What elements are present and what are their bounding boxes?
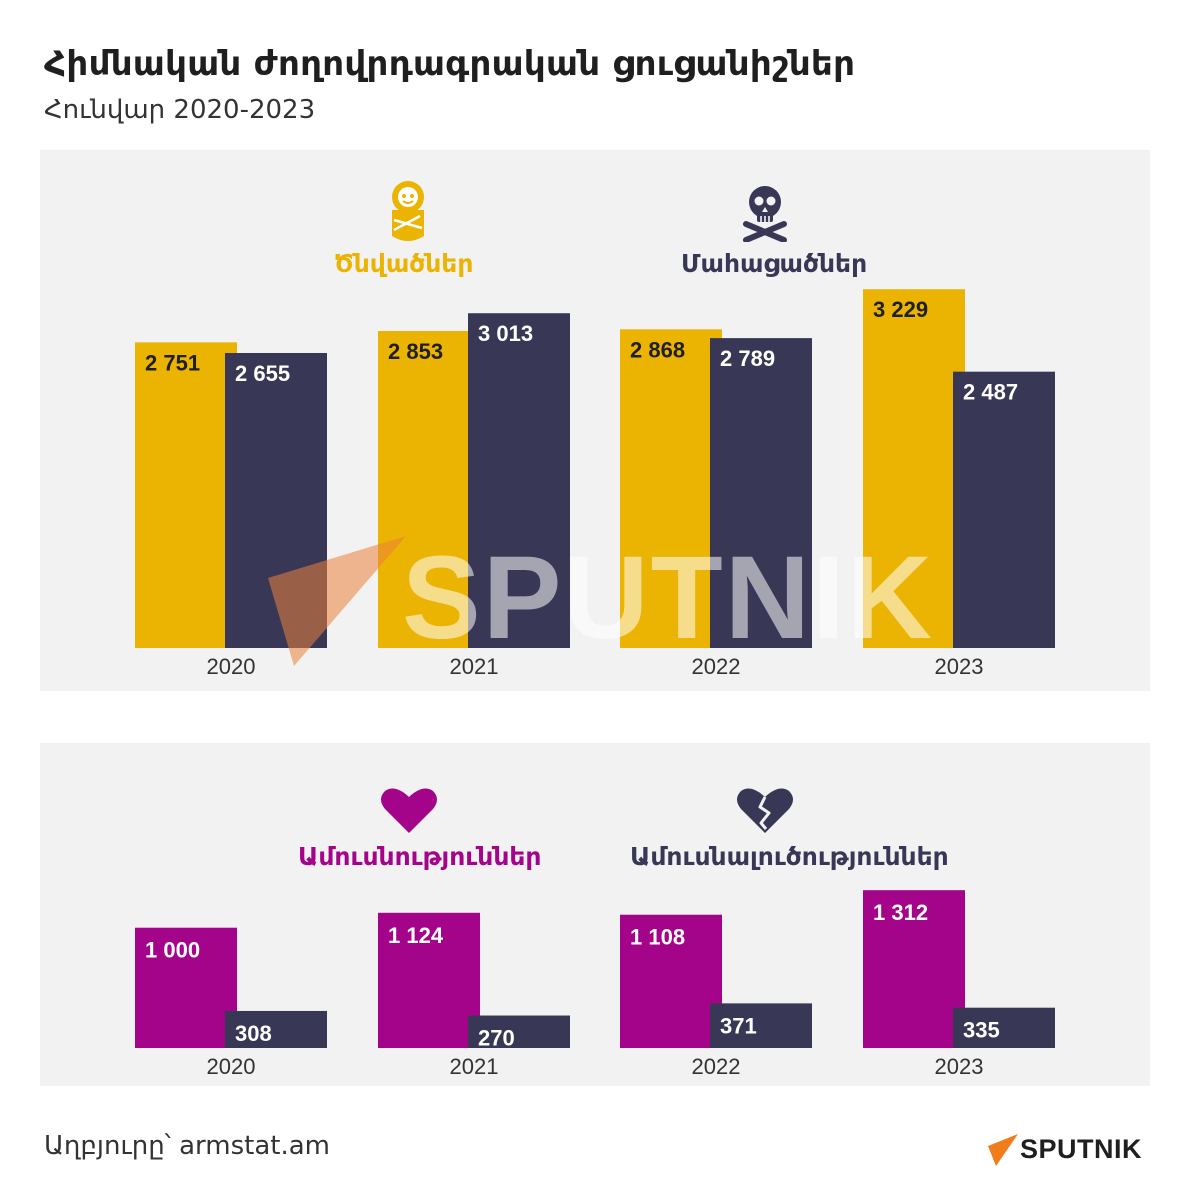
x-tick-label: 2020 [207, 1054, 256, 1079]
deaths-legend-label: Մահացածներ [681, 249, 868, 278]
source-note: Աղբյուրը՝ armstat.am [44, 1131, 331, 1161]
births-bar-value-label: 2 751 [145, 350, 200, 375]
deaths-bar-value-label: 3 013 [478, 321, 533, 346]
births-bar [378, 331, 480, 648]
x-tick-label: 2023 [935, 654, 984, 679]
skull-crossbones-icon [743, 186, 787, 242]
births-bar-value-label: 3 229 [873, 297, 928, 322]
x-tick-label: 2022 [692, 1054, 741, 1079]
deaths-bar-value-label: 2 487 [963, 380, 1018, 405]
logo-text: SPUTNIK [1020, 1134, 1143, 1164]
x-tick-label: 2022 [692, 654, 741, 679]
births-deaths-chart: 2 751 2 655 2020 2 853 3 013 2021 2 868 2 789 20… [40, 150, 1150, 691]
deaths-bar-value-label: 2 789 [720, 346, 775, 371]
births-bar [863, 289, 965, 648]
sputnik-logo[interactable]: SPUTNIK [986, 1130, 1161, 1170]
divorces-bar [468, 1015, 570, 1048]
baby-icon [392, 181, 424, 241]
marriages-bar-value-label: 1 312 [873, 900, 928, 925]
page-title: Հիմնական ժողովրդագրական ցուցանիշներ [44, 44, 856, 84]
births-deaths-panel: 2 751 2 655 2020 2 853 3 013 2021 2 868 2 789 20… [40, 150, 1150, 691]
births-bar-value-label: 2 868 [630, 337, 685, 362]
marriages-bar [863, 890, 965, 1048]
divorces-bar-value-label: 308 [235, 1021, 272, 1046]
marriages-bar [135, 927, 237, 1048]
deaths-bar-value-label: 2 655 [235, 361, 290, 386]
divorces-bar [710, 1003, 812, 1048]
births-bar-value-label: 2 853 [388, 339, 443, 364]
marriages-bar-value-label: 1 124 [388, 923, 444, 948]
x-tick-label: 2021 [450, 1054, 499, 1079]
births-legend-label: Ծնվածներ [334, 249, 474, 278]
x-tick-label: 2020 [207, 654, 256, 679]
deaths-bar [953, 371, 1055, 648]
deaths-bar [468, 313, 570, 648]
divorces-bar [953, 1007, 1055, 1048]
page-subtitle: Հունվար 2020-2023 [44, 95, 316, 125]
heart-icon [381, 788, 437, 833]
divorces-bar-value-label: 371 [720, 1013, 757, 1038]
marriages-bar [378, 912, 480, 1048]
deaths-bar [225, 353, 327, 648]
marriages-bar [620, 914, 722, 1048]
x-tick-label: 2021 [450, 654, 499, 679]
marriages-legend-label: Ամուսնություններ [298, 842, 542, 871]
marriages-divorces-panel: 1 000 308 2020 1 124 270 2021 1 108 371 2022 1 31… [40, 743, 1150, 1086]
broken-heart-icon [737, 788, 793, 833]
marriages-divorces-chart: 1 000 308 2020 1 124 270 2021 1 108 371 2022 1 31… [40, 743, 1150, 1086]
deaths-bar [710, 338, 812, 648]
sputnik-logo-icon [988, 1134, 1018, 1166]
marriages-bar-value-label: 1 000 [145, 938, 200, 963]
divorces-bar-value-label: 335 [963, 1018, 1000, 1043]
divorces-bar [225, 1010, 327, 1048]
x-tick-label: 2023 [935, 1054, 984, 1079]
births-bar [135, 342, 237, 648]
births-bar [620, 329, 722, 648]
divorces-bar-value-label: 270 [478, 1026, 515, 1051]
marriages-bar-value-label: 1 108 [630, 925, 685, 950]
divorces-legend-label: Ամուսնալուծություններ [630, 842, 949, 871]
